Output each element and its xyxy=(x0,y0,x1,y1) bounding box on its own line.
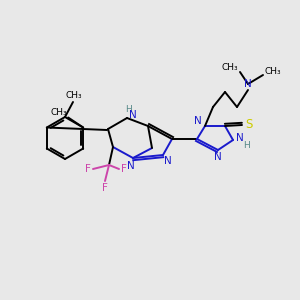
Text: F: F xyxy=(121,164,127,174)
Text: N: N xyxy=(129,110,137,120)
Text: N: N xyxy=(214,152,222,162)
Text: F: F xyxy=(102,183,108,193)
Text: N: N xyxy=(194,116,202,126)
Text: H: H xyxy=(124,106,131,115)
Text: N: N xyxy=(164,156,172,166)
Text: CH₃: CH₃ xyxy=(222,64,238,73)
Text: CH₃: CH₃ xyxy=(51,108,68,117)
Text: CH₃: CH₃ xyxy=(265,67,281,76)
Text: CH₃: CH₃ xyxy=(66,91,82,100)
Text: N: N xyxy=(244,79,252,89)
Text: H: H xyxy=(244,140,250,149)
Text: S: S xyxy=(245,118,253,131)
Text: F: F xyxy=(85,164,91,174)
Text: N: N xyxy=(127,161,135,171)
Text: N: N xyxy=(236,133,244,143)
